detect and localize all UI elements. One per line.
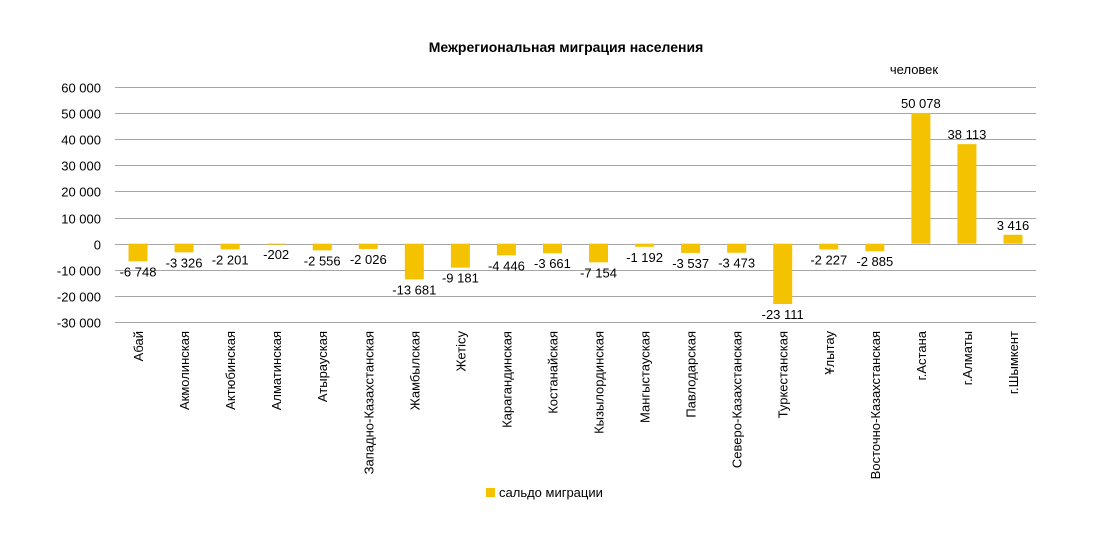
- category-label: Туркестанская: [776, 331, 791, 418]
- y-axis: 60 000 50 000 40 000 30 000 20 000 10 000 0 -10…: [57, 81, 101, 331]
- bar: [312, 243, 332, 251]
- data-label: -2 885: [856, 254, 893, 269]
- bar: [220, 243, 240, 250]
- legend-swatch: [486, 488, 495, 497]
- data-label: -1 192: [626, 250, 663, 265]
- category-label: Северо-Казахстанская: [730, 331, 745, 468]
- data-label: -7 154: [580, 265, 617, 280]
- data-label: -4 446: [488, 258, 525, 273]
- bar: [128, 243, 148, 262]
- data-label: -202: [263, 247, 289, 262]
- data-label: -23 111: [762, 307, 804, 322]
- category-label: г.Астана: [914, 330, 929, 380]
- bar: [957, 144, 977, 244]
- grid: [115, 87, 1036, 323]
- data-label: 38 113: [948, 127, 987, 142]
- category-label: Абай: [131, 331, 146, 361]
- y-tick-label: 0: [94, 238, 101, 253]
- category-label: Восточно-Казахстанская: [868, 331, 883, 479]
- bar: [404, 243, 424, 280]
- data-label: -2 556: [304, 253, 341, 268]
- bar: [174, 243, 194, 253]
- y-tick-label: 30 000: [61, 159, 101, 174]
- bar: [589, 243, 609, 263]
- bar: [635, 243, 655, 247]
- category-label: Павлодарская: [684, 331, 699, 418]
- legend: сальдо миграции: [486, 485, 603, 500]
- category-label: Кызылординская: [592, 331, 607, 434]
- data-label: -13 681: [392, 282, 436, 297]
- y-tick-label: 20 000: [61, 185, 101, 200]
- data-label: 3 416: [997, 218, 1030, 233]
- data-labels: -6 748 -3 326 -2 201 -202 -2 556 -2 026 -13 68…: [120, 96, 1030, 322]
- y-tick-label: -30 000: [57, 316, 101, 331]
- data-label: -3 537: [672, 256, 709, 271]
- data-label: -3 473: [718, 256, 755, 271]
- y-tick-label: -20 000: [57, 290, 101, 305]
- bar: [358, 243, 378, 249]
- y-tick-label: 50 000: [61, 107, 101, 122]
- bar: [911, 112, 931, 244]
- chart-title: Межрегиональная миграция населения: [429, 39, 704, 55]
- category-label: Костанайская: [545, 331, 560, 414]
- data-label: -3 326: [166, 255, 203, 270]
- category-label: г.Шымкент: [1006, 331, 1021, 394]
- data-label: -3 661: [534, 256, 571, 271]
- bar: [1003, 234, 1023, 244]
- bar: [450, 243, 470, 268]
- category-label: Карагандинская: [499, 331, 514, 428]
- category-label: Жамбылская: [407, 331, 422, 410]
- y-tick-label: 40 000: [61, 133, 101, 148]
- bar: [865, 243, 885, 252]
- data-label: -6 748: [120, 264, 157, 279]
- y-tick-label: 10 000: [61, 212, 101, 227]
- data-label: -2 227: [810, 252, 847, 267]
- data-label: 50 078: [901, 96, 941, 111]
- category-label: Ұлытау: [822, 331, 837, 375]
- bar: [496, 243, 516, 256]
- y-tick-label: -10 000: [57, 264, 101, 279]
- unit-label: человек: [890, 62, 939, 77]
- category-label: Западно-Казахстанская: [361, 331, 376, 474]
- bar: [773, 243, 793, 305]
- x-axis: Абай Акмолинская Актюбинская Алматинская Аты…: [131, 330, 1021, 479]
- category-label: Акмолинская: [177, 331, 192, 410]
- category-label: г.Алматы: [960, 331, 975, 385]
- category-label: Жетісу: [453, 331, 468, 372]
- category-label: Алматинская: [269, 331, 284, 410]
- category-label: Мангыстауская: [638, 331, 653, 423]
- data-label: -2 201: [212, 252, 249, 267]
- bar: [266, 243, 286, 245]
- bar: [542, 243, 562, 254]
- bar: [727, 243, 747, 253]
- y-tick-label: 60 000: [61, 81, 101, 96]
- bar: [819, 243, 839, 250]
- data-label: -2 026: [350, 252, 387, 267]
- data-label: -9 181: [442, 271, 479, 286]
- bars: [128, 112, 1023, 305]
- bar: [681, 243, 701, 253]
- category-label: Актюбинская: [223, 331, 238, 410]
- legend-label: сальдо миграции: [499, 485, 603, 500]
- category-label: Атырауская: [315, 331, 330, 402]
